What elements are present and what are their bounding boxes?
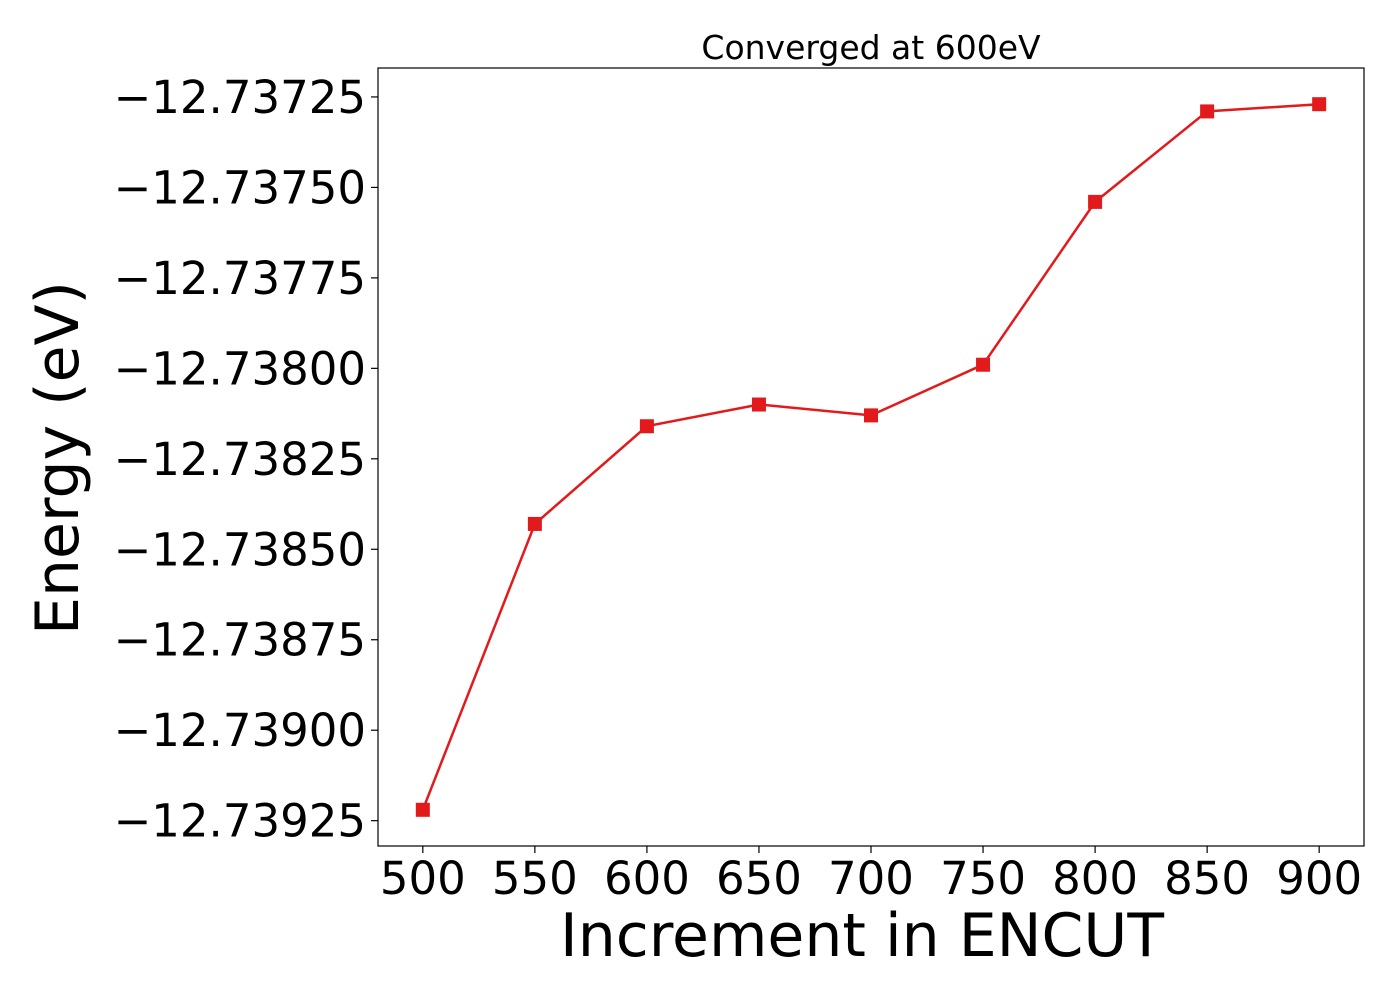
data-point — [864, 408, 878, 423]
data-point — [1200, 104, 1215, 119]
x-tick-label: 600 — [604, 852, 690, 905]
y-tick-label: −12.73925 — [114, 795, 366, 848]
x-tick-label: 900 — [1276, 852, 1362, 905]
data-point — [751, 397, 766, 412]
chart-title: Converged at 600eV — [701, 28, 1041, 67]
y-axis-title: Energy (eV) — [23, 281, 93, 635]
x-tick-label: 500 — [380, 852, 466, 905]
y-tick-label: −12.73900 — [114, 704, 366, 757]
x-tick-label: 750 — [940, 852, 1026, 905]
series-markers — [415, 97, 1327, 817]
data-point — [976, 357, 991, 372]
plot-frame — [377, 67, 1365, 847]
x-tick-label: 650 — [716, 852, 802, 905]
x-axis-ticks: 500 550 600 650 700 750 800 850 900 — [380, 846, 1362, 905]
data-point — [527, 516, 542, 531]
y-tick-label: −12.73875 — [114, 614, 366, 667]
x-tick-label: 800 — [1052, 852, 1138, 905]
y-tick-label: −12.73825 — [114, 433, 366, 486]
x-tick-label: 550 — [492, 852, 578, 905]
y-tick-label: −12.73800 — [114, 342, 366, 395]
data-point — [1312, 97, 1327, 112]
y-tick-label: −12.73725 — [114, 71, 366, 124]
data-point — [639, 419, 654, 434]
y-axis-ticks: −12.73725 −12.73750 −12.73775 −12.73800 −12.… — [114, 71, 378, 848]
data-point — [415, 802, 430, 817]
x-axis-title: Increment in ENCUT — [560, 901, 1164, 971]
y-tick-label: −12.73750 — [114, 161, 366, 214]
y-tick-label: −12.73850 — [114, 523, 366, 576]
data-point — [1088, 194, 1103, 209]
y-tick-label: −12.73775 — [114, 252, 366, 305]
x-tick-label: 700 — [828, 852, 914, 905]
series-line — [421, 102, 1320, 811]
x-tick-label: 850 — [1164, 852, 1250, 905]
